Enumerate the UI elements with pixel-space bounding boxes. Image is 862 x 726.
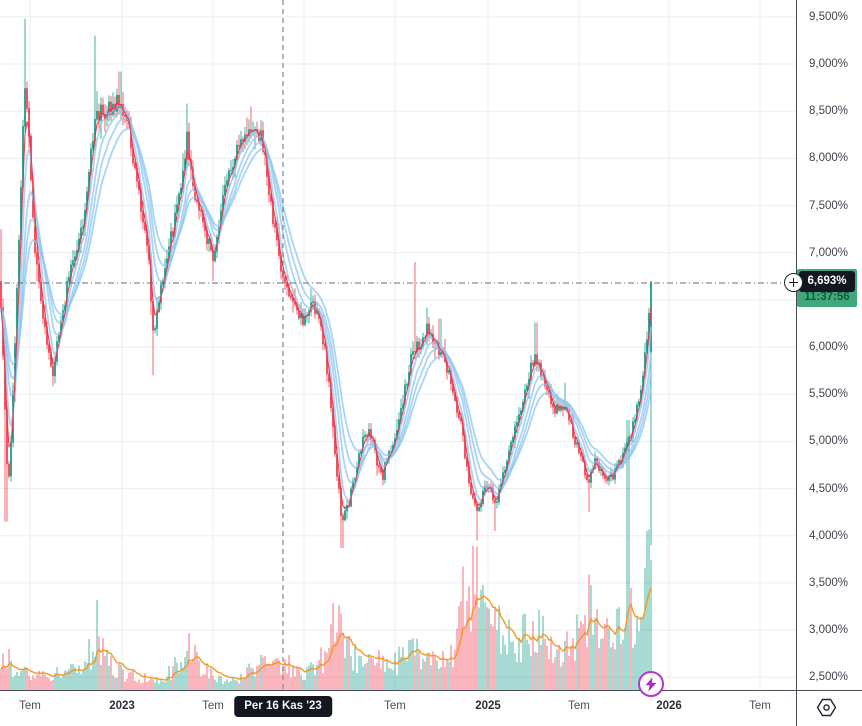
price-tick-label: 4,000% <box>809 529 849 542</box>
add-alert-plus-icon[interactable] <box>784 273 803 292</box>
time-tick-label: Tem <box>568 700 590 712</box>
price-scale-divider <box>796 0 797 726</box>
price-tick-label: 5,500% <box>809 388 849 401</box>
hexagon-dot-glyph <box>816 698 837 717</box>
price-tick-label: 3,500% <box>809 576 849 589</box>
time-scale[interactable]: Tem 2023 Tem Tem 2025 Tem 2026 Tem <box>0 691 862 726</box>
time-scale-divider <box>0 690 862 691</box>
price-tick-label: 6,000% <box>809 341 849 354</box>
time-tick-label: 2023 <box>109 700 135 712</box>
time-tick-label: Tem <box>202 700 224 712</box>
price-tick-label: 2,500% <box>809 671 849 684</box>
price-tick-label: 9,000% <box>809 58 849 71</box>
bar-close-countdown: 11:37:56 <box>804 291 850 303</box>
crosshair-date-label: Per 16 Kas '23 <box>234 696 332 717</box>
time-tick-label: Tem <box>749 700 771 712</box>
price-scale[interactable]: 9,500% 9,000% 8,500% 8,000% 7,500% 7,000% 6,00… <box>797 0 862 690</box>
lightning-icon[interactable] <box>638 671 664 697</box>
settings-hexagon-icon[interactable] <box>815 697 838 723</box>
price-tick-label: 8,500% <box>809 105 849 118</box>
price-tick-label: 8,000% <box>809 152 849 165</box>
price-tick-label: 7,500% <box>809 199 849 212</box>
price-tick-label: 3,000% <box>809 624 849 637</box>
price-tick-label: 9,500% <box>809 10 849 23</box>
time-tick-label: Tem <box>384 700 406 712</box>
time-tick-label: 2026 <box>656 700 682 712</box>
price-tick-label: 7,000% <box>809 246 849 259</box>
price-chart-canvas[interactable] <box>0 0 796 690</box>
time-tick-label: Tem <box>19 700 41 712</box>
time-tick-label: 2025 <box>475 700 501 712</box>
price-tick-label: 4,500% <box>809 482 849 495</box>
lightning-bolt-glyph <box>645 676 657 692</box>
crosshair-price-label: 6,693% <box>799 271 855 292</box>
price-tick-label: 5,000% <box>809 435 849 448</box>
